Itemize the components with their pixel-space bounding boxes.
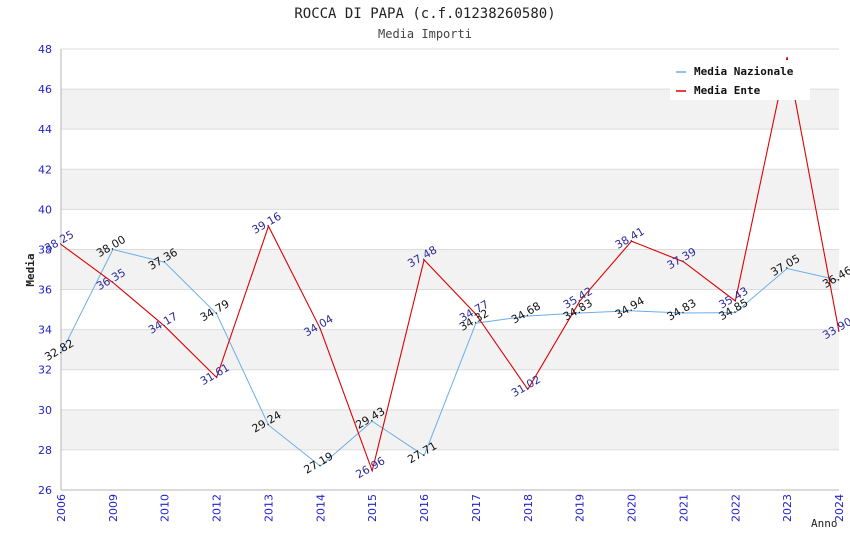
data-label: 27.19	[302, 450, 336, 477]
data-label: 26.96	[354, 454, 388, 481]
y-tick-label: 44	[38, 123, 52, 136]
y-tick-labels: 26 28 30 32 34 36 38 40 42 44 46 48	[38, 43, 52, 497]
x-tick-label: 2009	[107, 494, 120, 522]
x-tick-label: 2012	[211, 494, 224, 522]
y-tick-label: 38	[38, 243, 52, 256]
x-tick-label: 2016	[418, 494, 431, 522]
x-tick-label: 2013	[262, 494, 275, 522]
data-label: 34.68	[509, 299, 543, 326]
y-tick-label: 32	[38, 364, 52, 377]
legend: Media Nazionale Media Ente	[670, 60, 810, 100]
legend-box	[670, 60, 810, 100]
plot-band	[61, 329, 839, 370]
data-label: 31.02	[509, 373, 543, 400]
x-tick-label: 2014	[314, 494, 327, 522]
plot-band	[61, 249, 839, 290]
y-tick-label: 30	[38, 404, 52, 417]
legend-label-ente: Media Ente	[694, 84, 761, 97]
y-tick-label: 42	[38, 163, 52, 176]
x-tick-label: 2017	[470, 494, 483, 522]
y-tick-label: 34	[38, 324, 52, 337]
x-tick-label: 2019	[574, 494, 587, 522]
x-tick-label: 2021	[677, 494, 690, 522]
x-tick-label: 2024	[833, 494, 846, 522]
x-tick-label: 2022	[729, 494, 742, 522]
x-tick-label: 2010	[159, 494, 172, 522]
plot-band	[61, 169, 839, 210]
y-tick-label: 28	[38, 444, 52, 457]
y-axis-title: Media	[24, 253, 37, 286]
y-tick-label: 48	[38, 43, 52, 56]
series-line-media-ente	[60, 56, 840, 473]
x-tick-label: 2023	[781, 494, 794, 522]
grid-lines	[61, 48, 839, 491]
y-tick-label: 36	[38, 284, 52, 297]
series-lines	[60, 56, 840, 473]
y-tick-label: 40	[38, 203, 52, 216]
y-tick-label: 26	[38, 484, 52, 497]
y-tick-label: 46	[38, 83, 52, 96]
x-tick-label: 2020	[626, 494, 639, 522]
axes	[60, 49, 839, 491]
data-label: 34.83	[665, 296, 699, 323]
x-tick-label: 2015	[366, 494, 379, 522]
x-tick-labels: 2006 2009 2010 2012 2013 2014 2015 2016 2017 2018…	[55, 494, 846, 522]
data-label: 34.79	[198, 297, 232, 324]
x-tick-label: 2018	[522, 494, 535, 522]
plot-band	[61, 409, 839, 450]
chart-subtitle: Media Importi	[378, 27, 472, 41]
series-line-media-nazionale	[60, 248, 840, 467]
data-label: 34.94	[613, 294, 647, 321]
plot-bands	[61, 89, 839, 450]
data-label: 38.41	[613, 225, 647, 252]
x-tick-label: 2006	[55, 494, 68, 522]
chart-title: ROCCA DI PAPA (c.f.01238260580)	[294, 6, 555, 22]
x-axis-title: Anno	[811, 517, 838, 530]
legend-label-nazionale: Media Nazionale	[694, 65, 794, 78]
